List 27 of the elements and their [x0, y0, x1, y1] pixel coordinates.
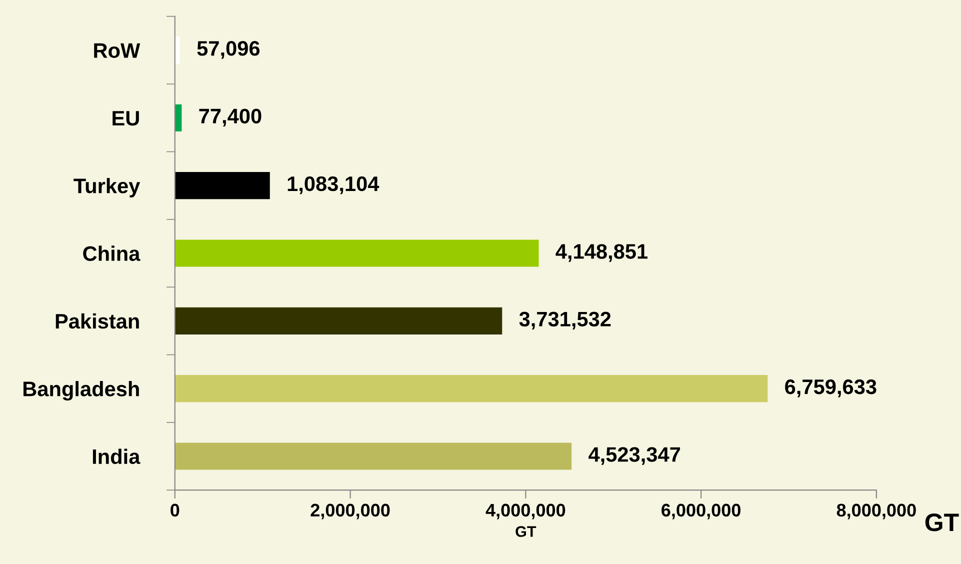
x-tick-label: 4,000,000 — [486, 504, 566, 520]
data-label: 4,523,347 — [588, 447, 680, 465]
x-tick-label: 2,000,000 — [310, 504, 390, 520]
x-tick-label: 6,000,000 — [662, 504, 740, 520]
y-tick-label: Turkey — [74, 178, 140, 198]
bar — [174, 442, 572, 470]
x-tick-label: 0 — [170, 504, 180, 517]
data-label: 3,731,532 — [519, 312, 611, 330]
y-tick-label: India — [92, 448, 140, 464]
y-tick-label: EU — [112, 111, 139, 126]
x-tick-label: 8,000,000 — [836, 504, 916, 520]
data-label: 6,759,633 — [785, 379, 876, 398]
data-label: 77,400 — [199, 108, 262, 126]
text: GT — [925, 514, 959, 532]
bar — [174, 172, 270, 200]
y-tick-label: RoW — [94, 43, 140, 58]
y-tick-label: Pakistan — [56, 313, 139, 329]
data-label: 1,083,104 — [288, 176, 380, 194]
bar — [174, 375, 768, 402]
x-axis-title: GT — [516, 526, 536, 537]
y-tick-label: China — [83, 246, 140, 261]
bar — [174, 36, 180, 64]
y-tick-label: Bangladesh — [24, 381, 139, 401]
bar — [174, 240, 539, 267]
bar — [174, 307, 502, 334]
data-label: 4,148,851 — [556, 244, 648, 262]
data-label: 57,096 — [197, 41, 260, 59]
